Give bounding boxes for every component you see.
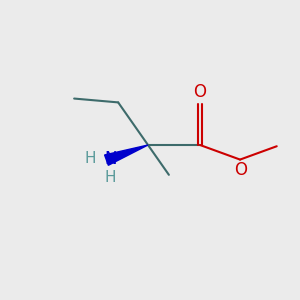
Text: O: O <box>235 160 248 178</box>
Text: O: O <box>194 83 206 101</box>
Text: H: H <box>85 151 97 166</box>
Text: H: H <box>104 170 116 185</box>
Polygon shape <box>105 145 148 165</box>
Text: N: N <box>104 150 117 168</box>
